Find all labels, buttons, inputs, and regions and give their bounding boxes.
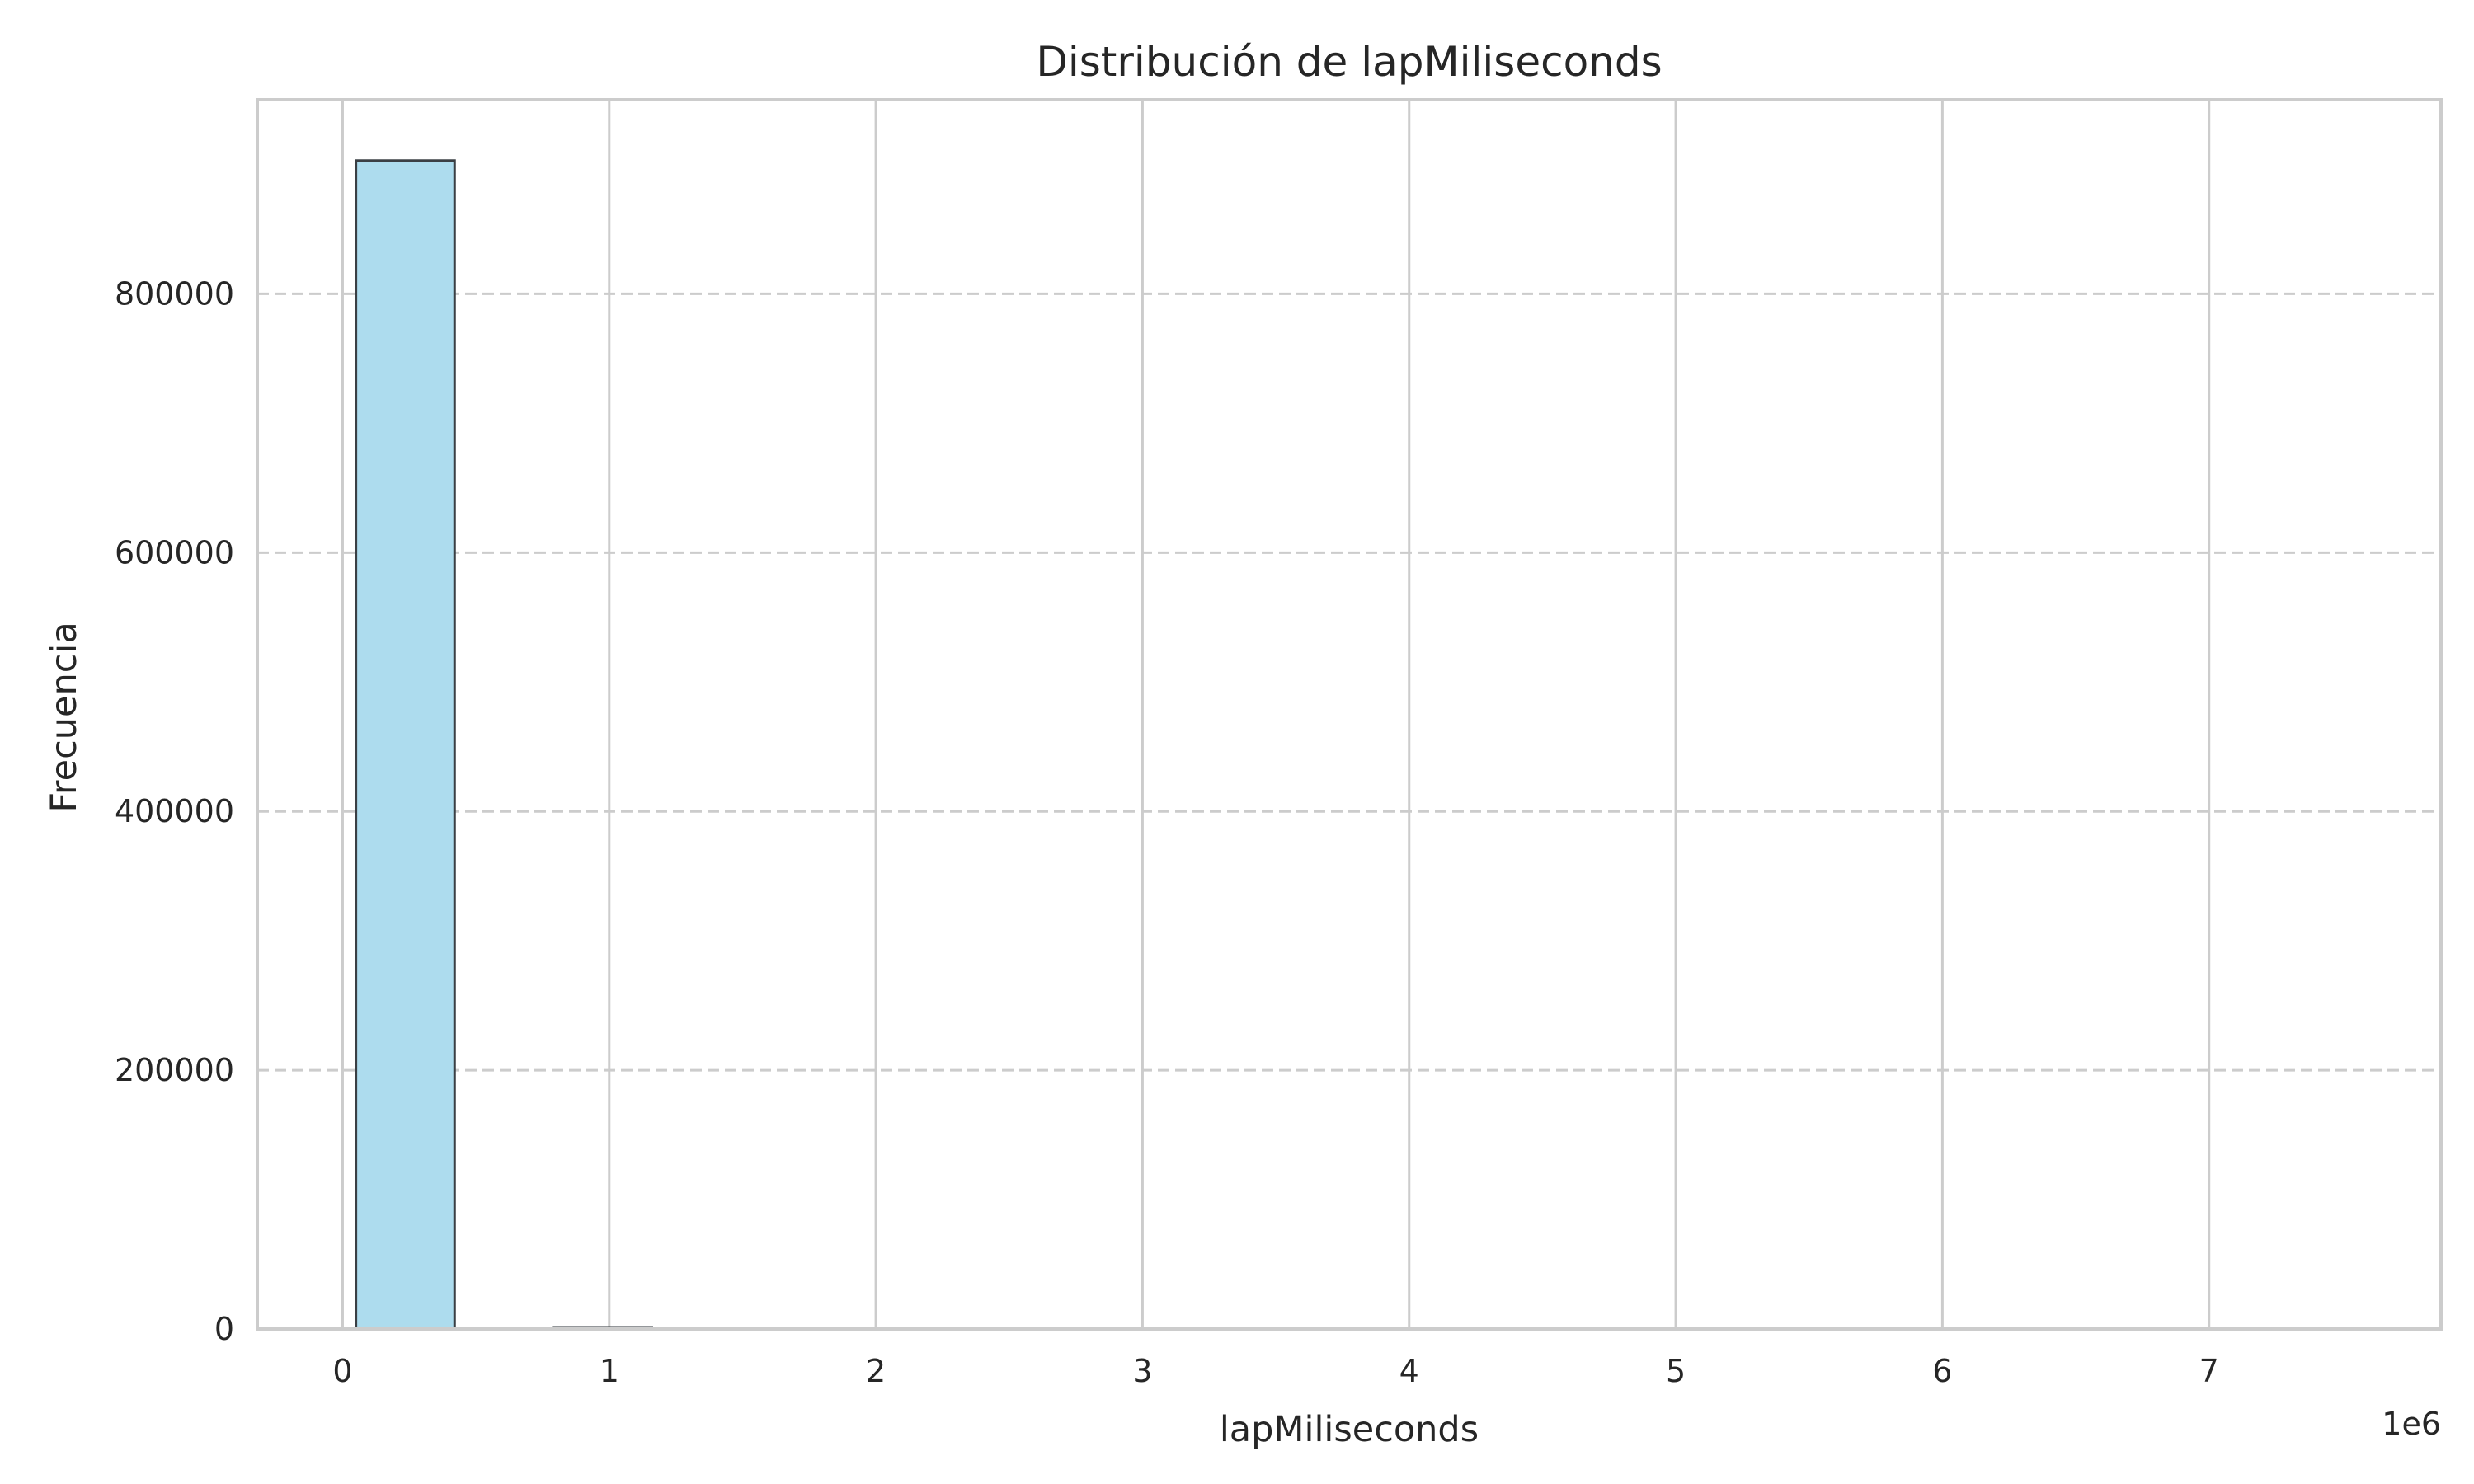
x-tick-label: 3 xyxy=(1132,1353,1152,1389)
x-tick-label: 0 xyxy=(332,1353,352,1389)
y-tick-label: 0 xyxy=(214,1311,234,1347)
y-axis-label: Frecuencia xyxy=(44,622,85,812)
x-tick-label: 2 xyxy=(866,1353,886,1389)
tick-labels-layer: 0 1 2 3 4 5 6 7 0 200000 400000 600000 800000 xyxy=(115,275,2219,1389)
chart-title: Distribución de lapMiliseconds xyxy=(1036,38,1662,86)
x-axis-label: lapMiliseconds xyxy=(1220,1409,1479,1450)
y-tick-label: 200000 xyxy=(115,1052,234,1088)
y-tick-label: 800000 xyxy=(115,275,234,312)
x-tick-label: 7 xyxy=(2199,1353,2219,1389)
x-tick-label: 5 xyxy=(1666,1353,1686,1389)
grid-layer xyxy=(257,100,2441,1329)
x-tick-label: 4 xyxy=(1399,1353,1419,1389)
x-axis-offset-label: 1e6 xyxy=(2382,1406,2441,1442)
x-tick-label: 1 xyxy=(600,1353,619,1389)
axes-frame xyxy=(256,98,2443,1331)
x-tick-label: 6 xyxy=(1932,1353,1952,1389)
y-tick-label: 600000 xyxy=(115,534,234,571)
histogram-bar xyxy=(355,159,456,1331)
y-tick-label: 400000 xyxy=(115,793,234,829)
